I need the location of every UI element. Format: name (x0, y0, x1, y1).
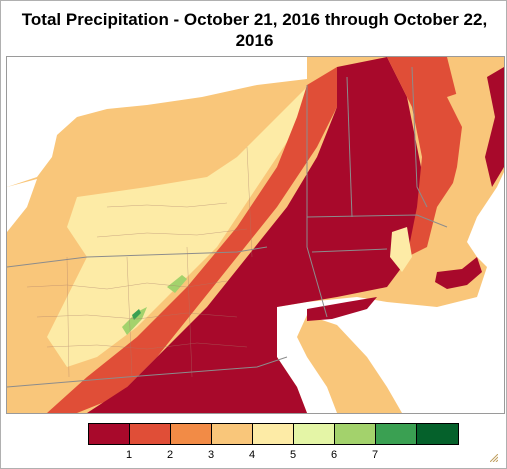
lake-ontario (7, 57, 307, 187)
resize-grip-icon[interactable] (490, 454, 498, 462)
map-svg (7, 57, 504, 413)
legend: 1 2 3 4 5 6 7 (88, 423, 459, 463)
legend-swatch-7 (335, 424, 376, 444)
red-band (47, 67, 347, 413)
legend-ticks: 1 2 3 4 5 6 7 (88, 445, 424, 463)
green-spot (122, 307, 147, 335)
light-zone (47, 87, 307, 367)
legend-swatch-1 (89, 424, 130, 444)
legend-tick-label: 2 (166, 449, 174, 461)
light-maine (447, 87, 497, 207)
ny-pa-border (7, 246, 268, 268)
map-title: Total Precipitation - October 21, 2016 t… (1, 9, 507, 51)
legend-tick-label: 7 (371, 449, 379, 461)
title-line-2: 2016 (235, 31, 274, 50)
title-line-1: Total Precipitation - October 21, 2016 t… (21, 10, 488, 29)
dark-red-maine (485, 67, 504, 187)
county-lines (26, 146, 253, 378)
legend-color-bar (88, 423, 459, 445)
legend-tick-label: 6 (330, 449, 338, 461)
legend-swatch-3 (171, 424, 212, 444)
legend-swatch-8 (376, 424, 417, 444)
green-spot-2 (167, 275, 187, 293)
legend-swatch-5 (253, 424, 294, 444)
precipitation-map (6, 56, 505, 414)
legend-tick-label: 1 (125, 449, 133, 461)
legend-swatch-4 (212, 424, 253, 444)
atlantic-ocean (277, 172, 504, 413)
legend-tick-label: 3 (207, 449, 215, 461)
lake-erie (7, 179, 37, 232)
ma-north-border (306, 214, 448, 228)
legend-swatch-9 (417, 424, 458, 444)
light-massachusetts (390, 227, 412, 272)
cape-cod (435, 257, 482, 289)
vt-nh-border (346, 76, 353, 218)
legend-tick-label: 5 (289, 449, 297, 461)
legend-swatch-2 (130, 424, 171, 444)
dark-red-southeast (87, 57, 427, 413)
ny-east-border (306, 85, 328, 318)
long-island (307, 297, 377, 321)
legend-tick-label: 4 (248, 449, 256, 461)
green-spot-3 (132, 309, 141, 320)
red-northeast (387, 57, 467, 257)
nh-me-border (411, 66, 428, 208)
ct-ma-border (311, 248, 388, 253)
legend-swatch-6 (294, 424, 335, 444)
